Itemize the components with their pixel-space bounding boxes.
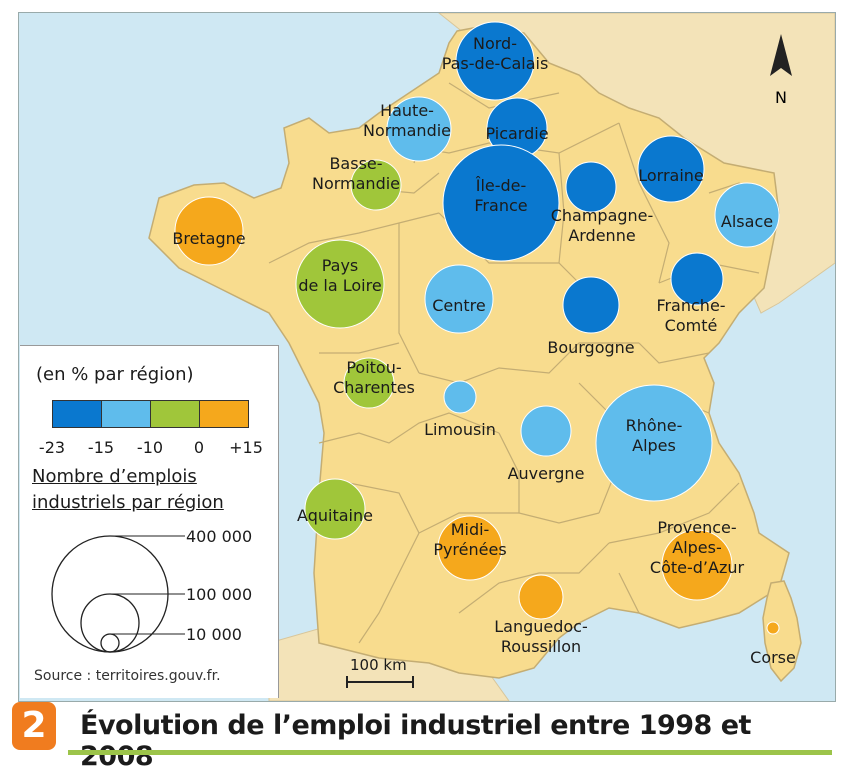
region-label: Midi-Pyrénées: [433, 520, 506, 559]
tick-label: +15: [229, 438, 263, 457]
region-circle: [295, 239, 385, 329]
tick-label: 0: [193, 438, 205, 457]
region-label: Île-de-France: [474, 176, 527, 215]
legend-change-title: (en % par région): [36, 364, 194, 385]
region-circle: [670, 252, 724, 306]
title-underline: [68, 750, 832, 755]
legend-size-title: Nombre d’emplois industriels par région: [32, 466, 224, 513]
size-circle-medium: [80, 593, 140, 653]
region-label: Alsace: [721, 212, 773, 231]
region-label: Haute-Normandie: [363, 101, 451, 140]
region-label: Bourgogne: [547, 338, 634, 357]
title-text: Évolution de l’emploi industriel entre 1…: [80, 710, 751, 772]
size-circles-legend: [51, 535, 185, 653]
region-label: Lorraine: [638, 166, 704, 185]
region-circle: [637, 135, 705, 203]
region-label: Provence-Alpes-Côte-d’Azur: [650, 518, 745, 577]
region-circle: [661, 529, 733, 601]
north-label: N: [775, 88, 787, 107]
region-labels: Nord-Pas-de-Calais Haute-Normandie Picardi…: [172, 34, 795, 667]
region-circle: [562, 276, 620, 334]
region-circle: [766, 621, 780, 635]
tick-label: -23: [38, 438, 66, 457]
region-circle: [595, 384, 713, 502]
color-scale: [52, 400, 249, 428]
region-circle: [565, 161, 617, 213]
region-circle: [424, 264, 494, 334]
region-label: Limousin: [424, 420, 496, 439]
region-circle: [386, 96, 452, 162]
region-circle: [437, 515, 503, 581]
region-label: Rhône-Alpes: [626, 416, 683, 455]
region-circle: [343, 357, 395, 409]
size-label: 100 000: [186, 585, 253, 604]
region-circle: [304, 478, 366, 540]
region-label: Bretagne: [172, 229, 245, 248]
region-label: Centre: [432, 296, 486, 315]
region-label: Pays de la Loire: [298, 256, 381, 295]
region-label: Corse: [750, 648, 796, 667]
swatch-class-3: [151, 401, 200, 427]
france-mainland: [148, 24, 790, 679]
swatch-class-4: [200, 401, 248, 427]
region-label: Champagne-Ardenne: [551, 206, 654, 245]
swatch-class-1: [53, 401, 102, 427]
swatch-class-2: [102, 401, 151, 427]
region-label: Basse-Normandie: [312, 154, 400, 193]
region-label: Aquitaine: [297, 506, 373, 525]
figure-title: 2 Évolution de l’emploi industriel entre…: [12, 700, 832, 772]
north-arrow-icon: [770, 34, 792, 76]
region-label: Nord-Pas-de-Calais: [442, 34, 549, 73]
region-circle: [443, 380, 477, 414]
size-label: 10 000: [186, 625, 242, 644]
source-text: Source : territoires.gouv.fr.: [34, 668, 221, 684]
region-label: Languedoc-Roussillon: [494, 617, 588, 656]
legend: (en % par région) -23 -15 -10 0 +15 Nomb…: [20, 345, 279, 698]
region-label: Poitou-Charentes: [333, 358, 415, 397]
scale-label: 100 km: [350, 656, 407, 674]
tick-label: -10: [136, 438, 164, 457]
region-circle: [174, 196, 244, 266]
region-circle: [714, 182, 780, 248]
corsica: [762, 580, 802, 683]
region-circles: [174, 21, 780, 635]
region-circle: [350, 159, 402, 211]
region-circle: [442, 144, 560, 262]
region-label: Franche-Comté: [656, 296, 725, 335]
figure-number: 2: [12, 702, 56, 750]
region-circle: [518, 574, 564, 620]
tick-label: -15: [87, 438, 115, 457]
size-label: 400 000: [186, 527, 253, 546]
region-label: Auvergne: [508, 464, 585, 483]
region-circle: [520, 405, 572, 457]
size-circle-small: [100, 633, 120, 653]
region-circle: [455, 21, 535, 101]
scale-bar: [346, 676, 414, 688]
region-label: Picardie: [485, 124, 548, 143]
